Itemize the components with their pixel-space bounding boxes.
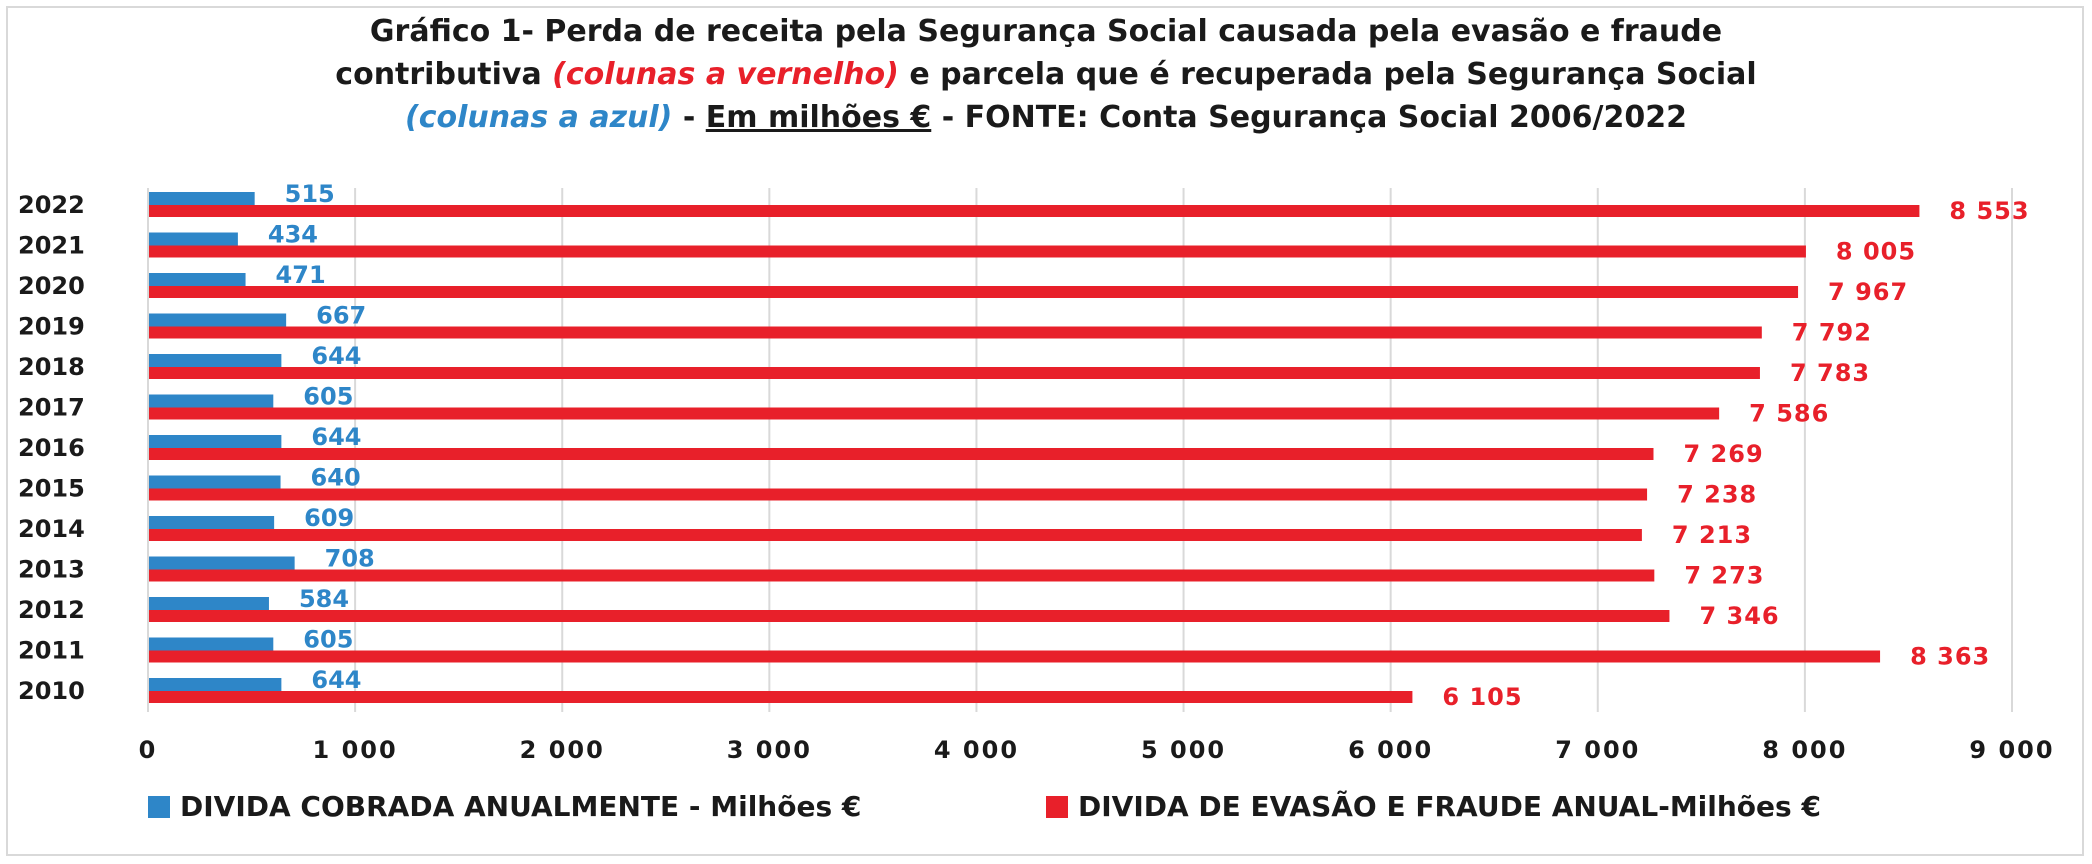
data-label-blue: 471 <box>276 261 326 289</box>
bar-blue <box>148 354 282 367</box>
legend-swatch-red <box>1046 796 1068 818</box>
y-tick-label: 2011 <box>18 637 85 665</box>
title-separator: - <box>672 100 706 135</box>
data-label-blue: 584 <box>299 585 349 613</box>
bar-blue <box>148 192 255 205</box>
data-label-red: 7 346 <box>1699 602 1779 630</box>
data-label-red: 7 269 <box>1683 440 1763 468</box>
bar-red <box>148 488 1648 501</box>
x-tick-label: 7 000 <box>1555 736 1640 764</box>
x-tick-label: 0 <box>139 736 158 764</box>
bar-red <box>148 691 1413 703</box>
title-line-2-a: contributiva <box>335 57 553 92</box>
data-label-blue: 605 <box>303 626 353 654</box>
y-tick-label: 2018 <box>18 353 85 381</box>
data-label-red: 8 553 <box>1949 197 2029 225</box>
title-red-note: (colunas a vernelho) <box>552 57 899 92</box>
legend-label-blue: DIVIDA COBRADA ANUALMENTE - Milhões € <box>180 790 862 823</box>
bar-blue <box>148 516 275 529</box>
bar-blue <box>148 394 274 408</box>
y-tick-label: 2010 <box>18 677 85 705</box>
title-unit: Em milhões € <box>705 100 932 135</box>
data-label-red: 7 273 <box>1684 562 1764 590</box>
data-label-red: 7 586 <box>1749 400 1829 428</box>
data-label-blue: 644 <box>311 666 361 694</box>
data-label-blue: 667 <box>316 302 366 330</box>
bar-red <box>148 286 1799 298</box>
title-source: - FONTE: Conta Segurança Social 2006/202… <box>931 100 1687 135</box>
data-label-red: 6 105 <box>1442 683 1522 711</box>
bar-red <box>148 650 1881 663</box>
y-tick-label: 2019 <box>18 313 85 341</box>
title-line-1: Gráfico 1- Perda de receita pela Seguran… <box>369 14 1723 49</box>
legend-item-red: DIVIDA DE EVASÃO E FRAUDE ANUAL-Milhões … <box>1046 790 1821 823</box>
title-line-3: (colunas a azul) - Em milhões € - FONTE:… <box>0 96 2092 139</box>
y-tick-label: 2022 <box>18 191 85 219</box>
y-tick-label: 2015 <box>18 475 85 503</box>
chart-title: Gráfico 1- Perda de receita pela Seguran… <box>0 10 2092 139</box>
x-tick-label: 8 000 <box>1762 736 1847 764</box>
y-tick-label: 2013 <box>18 556 85 584</box>
bar-red <box>148 407 1720 420</box>
bar-red <box>148 448 1654 460</box>
chart-legend: DIVIDA COBRADA ANUALMENTE - Milhões € DI… <box>0 790 2092 830</box>
y-tick-label: 2021 <box>18 232 85 260</box>
bar-blue <box>148 556 295 570</box>
bar-red <box>148 569 1655 582</box>
bar-blue <box>148 475 281 489</box>
data-label-red: 7 783 <box>1790 359 1870 387</box>
bar-blue <box>148 232 238 246</box>
bar-red <box>148 205 1920 217</box>
data-label-red: 8 363 <box>1910 643 1990 671</box>
bar-blue <box>148 435 282 448</box>
x-tick-label: 4 000 <box>934 736 1019 764</box>
data-label-blue: 644 <box>311 342 361 370</box>
x-tick-label: 6 000 <box>1348 736 1433 764</box>
title-line-2: contributiva (colunas a vernelho) e parc… <box>0 53 2092 96</box>
data-label-blue: 708 <box>325 545 375 573</box>
bar-red <box>148 529 1642 541</box>
x-tick-label: 5 000 <box>1141 736 1226 764</box>
x-tick-label: 9 000 <box>1969 736 2054 764</box>
data-label-blue: 644 <box>311 423 361 451</box>
x-tick-label: 3 000 <box>727 736 812 764</box>
legend-item-blue: DIVIDA COBRADA ANUALMENTE - Milhões € <box>148 790 861 823</box>
legend-swatch-blue <box>148 796 170 818</box>
bar-blue <box>148 597 269 610</box>
y-tick-label: 2012 <box>18 596 85 624</box>
data-label-red: 7 238 <box>1677 481 1757 509</box>
bar-red <box>148 326 1762 339</box>
bar-red <box>148 245 1806 258</box>
title-blue-note: (colunas a azul) <box>405 100 673 135</box>
data-label-blue: 640 <box>311 464 361 492</box>
bar-red <box>148 610 1670 622</box>
data-label-blue: 434 <box>268 221 318 249</box>
bar-red <box>148 367 1760 379</box>
data-label-red: 8 005 <box>1836 238 1916 266</box>
bar-blue <box>148 313 287 327</box>
bar-blue <box>148 678 282 691</box>
chart-frame <box>6 6 2084 856</box>
data-label-red: 7 213 <box>1672 521 1752 549</box>
y-tick-label: 2014 <box>18 515 85 543</box>
data-label-red: 7 967 <box>1828 278 1908 306</box>
data-label-blue: 609 <box>304 504 354 532</box>
data-label-red: 7 792 <box>1792 319 1872 347</box>
x-tick-label: 2 000 <box>520 736 605 764</box>
x-tick-label: 1 000 <box>313 736 398 764</box>
bar-blue <box>148 273 246 286</box>
y-tick-label: 2017 <box>18 394 85 422</box>
title-line-2-b: e parcela que é recuperada pela Seguranç… <box>898 57 1757 92</box>
legend-label-red: DIVIDA DE EVASÃO E FRAUDE ANUAL-Milhões … <box>1078 790 1821 823</box>
y-tick-label: 2016 <box>18 434 85 462</box>
y-tick-label: 2020 <box>18 272 85 300</box>
data-label-blue: 605 <box>303 383 353 411</box>
bar-blue <box>148 637 274 651</box>
data-label-blue: 515 <box>285 180 335 208</box>
